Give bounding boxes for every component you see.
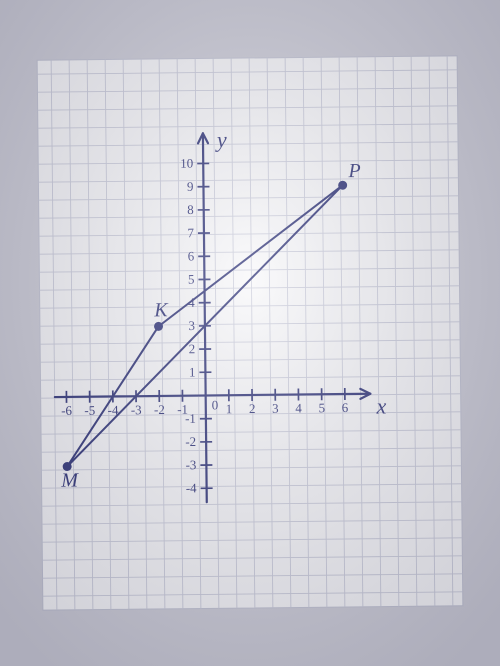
graph-photo: -6-5-4-3-2-112345612345678910-1-2-3-40yx… [0, 0, 500, 666]
